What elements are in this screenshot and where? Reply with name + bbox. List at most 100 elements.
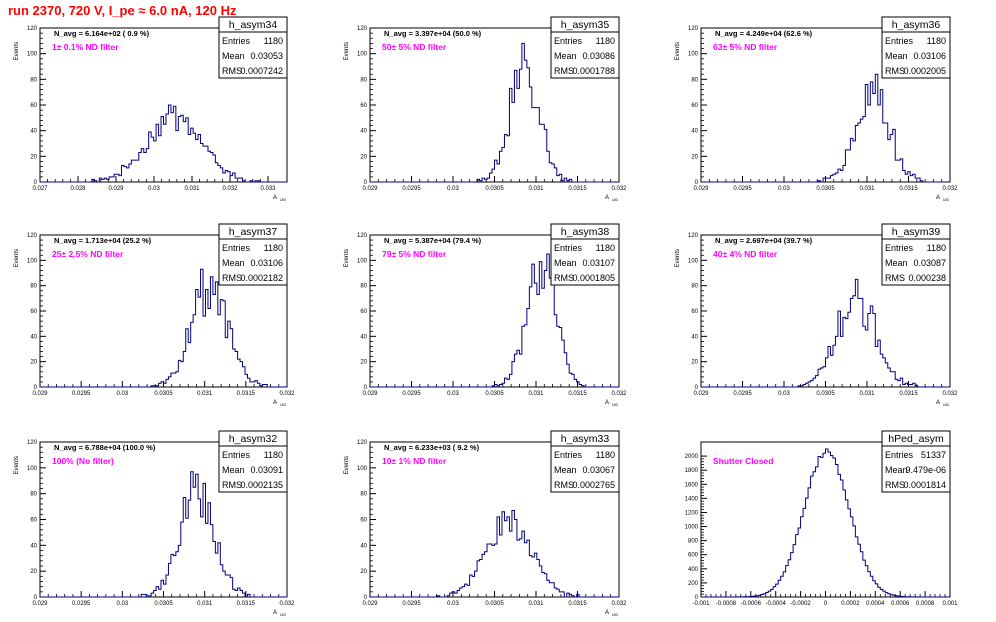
x-tick-label: 0.031 [528, 391, 544, 397]
stats-value-entries: 1180 [264, 243, 283, 253]
y-tick-label: 80 [30, 492, 37, 498]
x-axis-label: A [605, 610, 609, 616]
x-tick-label: 0.03 [447, 601, 459, 607]
x-tick-label: 0.032 [942, 391, 958, 397]
y-tick-label: 120 [688, 26, 699, 32]
histogram-panel-h_asym35: 0 20 40 60 80 100 120 0.029 0.0295 0.03 0.0305 0.03… [344, 16, 627, 202]
x-tick-label: 0.03 [778, 186, 790, 192]
stats-value-mean: 0.03087 [913, 258, 946, 268]
y-tick-label: 1400 [685, 496, 699, 502]
stats-value-mean: 0.03086 [582, 51, 615, 61]
stats-value-mean: 0.03053 [250, 51, 283, 61]
x-tick-label: 0.033 [260, 186, 276, 192]
histogram-panel-h_asym38: 0 20 40 60 80 100 120 0.029 0.0295 0.03 0.0305 0.03… [344, 223, 627, 407]
stats-box [218, 445, 288, 493]
stats-value-mean: 0.03106 [250, 258, 283, 268]
y-tick-label: 100 [27, 258, 38, 264]
x-tick-label: 0.0315 [568, 391, 587, 397]
y-tick-label: 100 [27, 466, 38, 472]
y-axis-label: Events [344, 456, 350, 474]
stats-value-entries: 1180 [927, 243, 946, 253]
stats-value-mean: 9.479e-06 [905, 465, 946, 475]
x-axis-subscript: UID [612, 403, 619, 407]
stats-title: h_asym33 [561, 433, 610, 445]
stats-value-entries: 51337 [921, 450, 946, 460]
x-tick-label: 0.0002 [841, 601, 860, 607]
x-tick-label: 0.0315 [899, 391, 918, 397]
x-tick-label: 0.029 [362, 186, 378, 192]
x-tick-label: 0.029 [362, 391, 378, 397]
y-tick-label: 60 [360, 518, 367, 524]
stats-label-mean: Mean [222, 465, 245, 475]
stats-box [218, 238, 288, 286]
x-tick-label: 0.0295 [402, 391, 421, 397]
navg-label: N_avg = 5.387e+04 (79.4 %) [384, 236, 482, 245]
x-tick-label: 0.029 [362, 601, 378, 607]
stats-label-mean: Mean [554, 51, 577, 61]
navg-label: N_avg = 1.713e+04 (25.2 %) [54, 236, 152, 245]
y-tick-label: 120 [357, 233, 368, 239]
x-tick-label: 0.032 [611, 186, 627, 192]
histogram-line-h_asym37 [40, 268, 287, 388]
histogram-panel-h_asym32: 0 20 40 60 80 100 120 0.029 0.0295 0.03 0.0305 0.03… [14, 430, 295, 617]
stats-label-mean: Mean [885, 51, 908, 61]
x-tick-label: 0.0305 [154, 391, 173, 397]
x-axis-subscript: UID [612, 198, 619, 202]
filter-label: 50± 5% ND filter [382, 42, 447, 52]
filter-label: 79± 5% ND filter [382, 249, 447, 259]
histogram-panel-h_asym36: 0 20 40 60 80 100 120 0.029 0.0295 0.03 0.0305 0.03… [675, 16, 958, 202]
stats-label-entries: Entries [554, 243, 583, 253]
y-tick-label: 20 [30, 569, 37, 575]
x-tick-label: 0.031 [859, 391, 875, 397]
x-tick-label: 0.031 [197, 601, 213, 607]
x-tick-label: 0.031 [528, 601, 544, 607]
x-tick-label: 0.0305 [485, 601, 504, 607]
y-tick-label: 0 [34, 385, 38, 391]
run-title: run 2370, 720 V, I_pe ≈ 6.0 nA, 120 Hz [8, 3, 237, 18]
stats-label-entries: Entries [885, 243, 914, 253]
x-tick-label: -0.001 [692, 601, 710, 607]
x-tick-label: 0.031 [859, 186, 875, 192]
y-tick-label: 120 [357, 26, 368, 32]
x-tick-label: 0.0295 [72, 601, 91, 607]
stats-label-entries: Entries [554, 450, 583, 460]
stats-label-rms: RMS [222, 480, 242, 490]
filter-label: 25± 2.5% ND filter [52, 249, 124, 259]
x-tick-label: 0.0008 [916, 601, 935, 607]
x-tick-label: 0.032 [942, 186, 958, 192]
stats-label-entries: Entries [222, 243, 251, 253]
stats-box [218, 31, 288, 79]
stats-title: h_asym36 [892, 19, 941, 31]
x-tick-label: 0.028 [70, 186, 86, 192]
stats-title: h_asym38 [561, 226, 610, 238]
x-axis-label: A [273, 400, 277, 406]
stats-box [881, 31, 951, 79]
stats-value-rms: 0.0001805 [572, 273, 615, 283]
y-tick-label: 20 [691, 154, 698, 160]
stats-value-rms: 0.0007242 [240, 66, 283, 76]
histogram-line-h_asym33 [370, 509, 619, 598]
x-tick-label: 0.0315 [237, 601, 256, 607]
x-tick-label: -0.0002 [790, 601, 811, 607]
histogram-line-h_asym36 [701, 73, 950, 183]
y-axis-label: Events [14, 42, 20, 60]
y-tick-label: 0 [364, 595, 368, 601]
x-tick-label: 0.031 [184, 186, 200, 192]
y-axis-label: Events [14, 456, 20, 474]
y-tick-label: 1600 [685, 482, 699, 488]
stats-box [550, 238, 620, 286]
stats-label-mean: Mean [885, 258, 908, 268]
stats-label-entries: Entries [554, 36, 583, 46]
x-axis-label: A [605, 195, 609, 201]
y-tick-label: 120 [27, 233, 38, 239]
stats-value-entries: 1180 [596, 36, 615, 46]
histogram-line-h_asym35 [370, 42, 619, 183]
y-tick-label: 60 [30, 518, 37, 524]
x-tick-label: 0.0295 [402, 601, 421, 607]
stats-label-rms: RMS [554, 66, 574, 76]
y-tick-label: 100 [357, 466, 368, 472]
stats-box [881, 238, 951, 286]
y-tick-label: 0 [695, 595, 699, 601]
y-tick-label: 40 [691, 129, 698, 135]
